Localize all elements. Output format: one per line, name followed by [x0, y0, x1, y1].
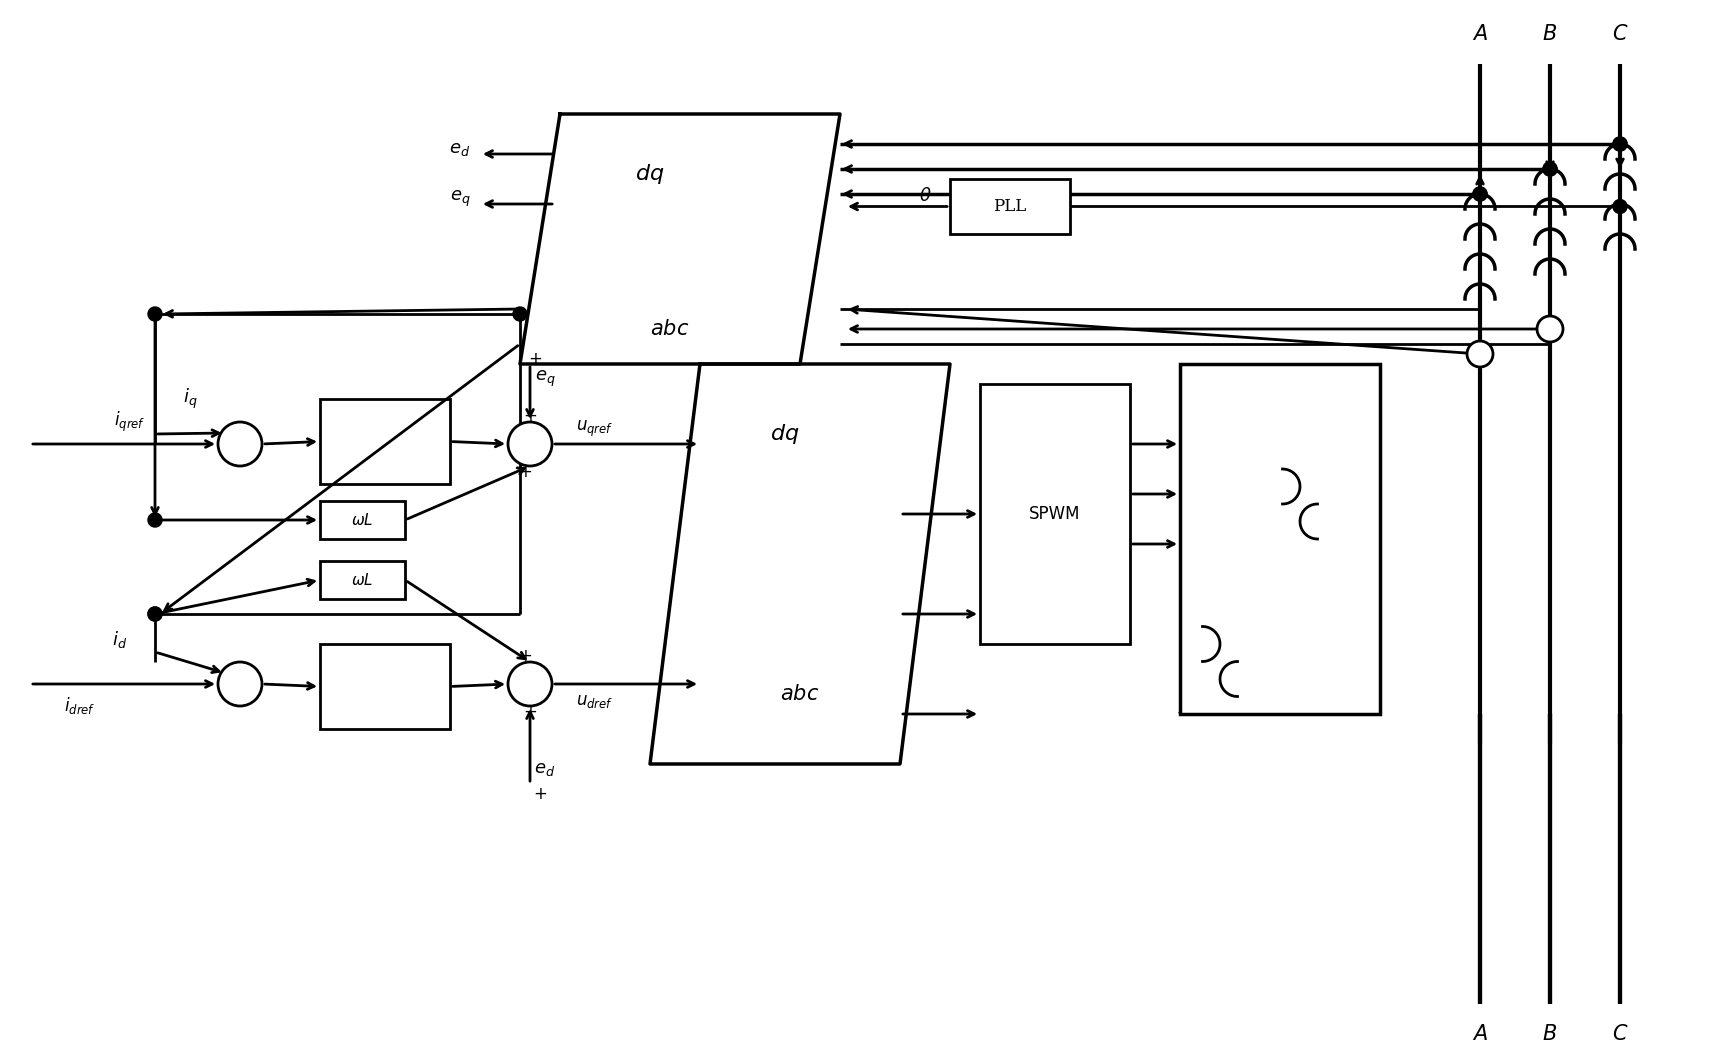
- Text: $u_{dref}$: $u_{dref}$: [576, 694, 613, 711]
- Text: $\omega L$: $\omega L$: [351, 572, 373, 588]
- Text: SPWM: SPWM: [1030, 505, 1081, 523]
- Circle shape: [509, 662, 552, 706]
- Text: $e_d$: $e_d$: [449, 140, 471, 157]
- Circle shape: [1543, 162, 1557, 176]
- Polygon shape: [521, 114, 839, 364]
- Circle shape: [1537, 316, 1562, 342]
- Text: $B$: $B$: [1542, 24, 1557, 44]
- Text: $i_{qref}$: $i_{qref}$: [115, 410, 146, 434]
- Text: $i_d$: $i_d$: [113, 629, 127, 649]
- Bar: [980, 384, 1131, 644]
- Circle shape: [218, 422, 262, 466]
- Circle shape: [218, 662, 262, 706]
- Circle shape: [147, 606, 163, 621]
- Text: $C$: $C$: [1612, 1024, 1629, 1044]
- Text: +: +: [522, 703, 536, 721]
- Bar: [320, 501, 404, 539]
- Circle shape: [1614, 137, 1627, 151]
- Text: -: -: [509, 665, 516, 683]
- Circle shape: [1473, 187, 1487, 201]
- Text: +: +: [224, 430, 238, 448]
- Text: +: +: [224, 670, 238, 688]
- Text: $dq$: $dq$: [771, 422, 800, 446]
- Text: $abc$: $abc$: [781, 684, 819, 704]
- Text: -: -: [509, 425, 516, 443]
- Circle shape: [1466, 340, 1494, 367]
- Text: +: +: [517, 463, 533, 481]
- Text: $A$: $A$: [1471, 24, 1489, 44]
- Circle shape: [512, 307, 528, 321]
- Text: $A$: $A$: [1471, 1024, 1489, 1044]
- Text: $i_{dref}$: $i_{dref}$: [65, 696, 96, 716]
- Bar: [1180, 364, 1381, 714]
- Text: $B$: $B$: [1542, 1024, 1557, 1044]
- Text: $u_{qref}$: $u_{qref}$: [576, 419, 613, 439]
- Circle shape: [1473, 187, 1487, 201]
- Text: $e_q$: $e_q$: [451, 189, 471, 210]
- Circle shape: [147, 307, 163, 321]
- Text: +: +: [517, 647, 533, 665]
- Circle shape: [509, 422, 552, 466]
- Text: $dq$: $dq$: [636, 162, 665, 186]
- Text: $i_q$: $i_q$: [183, 387, 197, 411]
- Text: $abc$: $abc$: [651, 319, 690, 339]
- Circle shape: [1543, 162, 1557, 176]
- Circle shape: [147, 606, 163, 621]
- Circle shape: [1614, 199, 1627, 214]
- Text: $C$: $C$: [1612, 24, 1629, 44]
- Text: +: +: [528, 350, 541, 368]
- Polygon shape: [649, 364, 951, 764]
- Text: +: +: [522, 408, 536, 425]
- Text: $\theta$: $\theta$: [918, 187, 932, 205]
- Circle shape: [1614, 137, 1627, 151]
- Bar: [320, 561, 404, 599]
- Bar: [951, 179, 1071, 234]
- Text: +: +: [533, 785, 546, 803]
- Text: $e_d$: $e_d$: [534, 760, 555, 778]
- Bar: [320, 399, 451, 484]
- Text: $e_q$: $e_q$: [534, 369, 555, 389]
- Circle shape: [147, 513, 163, 527]
- Text: PLL: PLL: [994, 198, 1026, 215]
- Text: -: -: [240, 656, 245, 675]
- Text: $\omega L$: $\omega L$: [351, 512, 373, 528]
- Text: -: -: [240, 417, 245, 435]
- Bar: [320, 644, 451, 729]
